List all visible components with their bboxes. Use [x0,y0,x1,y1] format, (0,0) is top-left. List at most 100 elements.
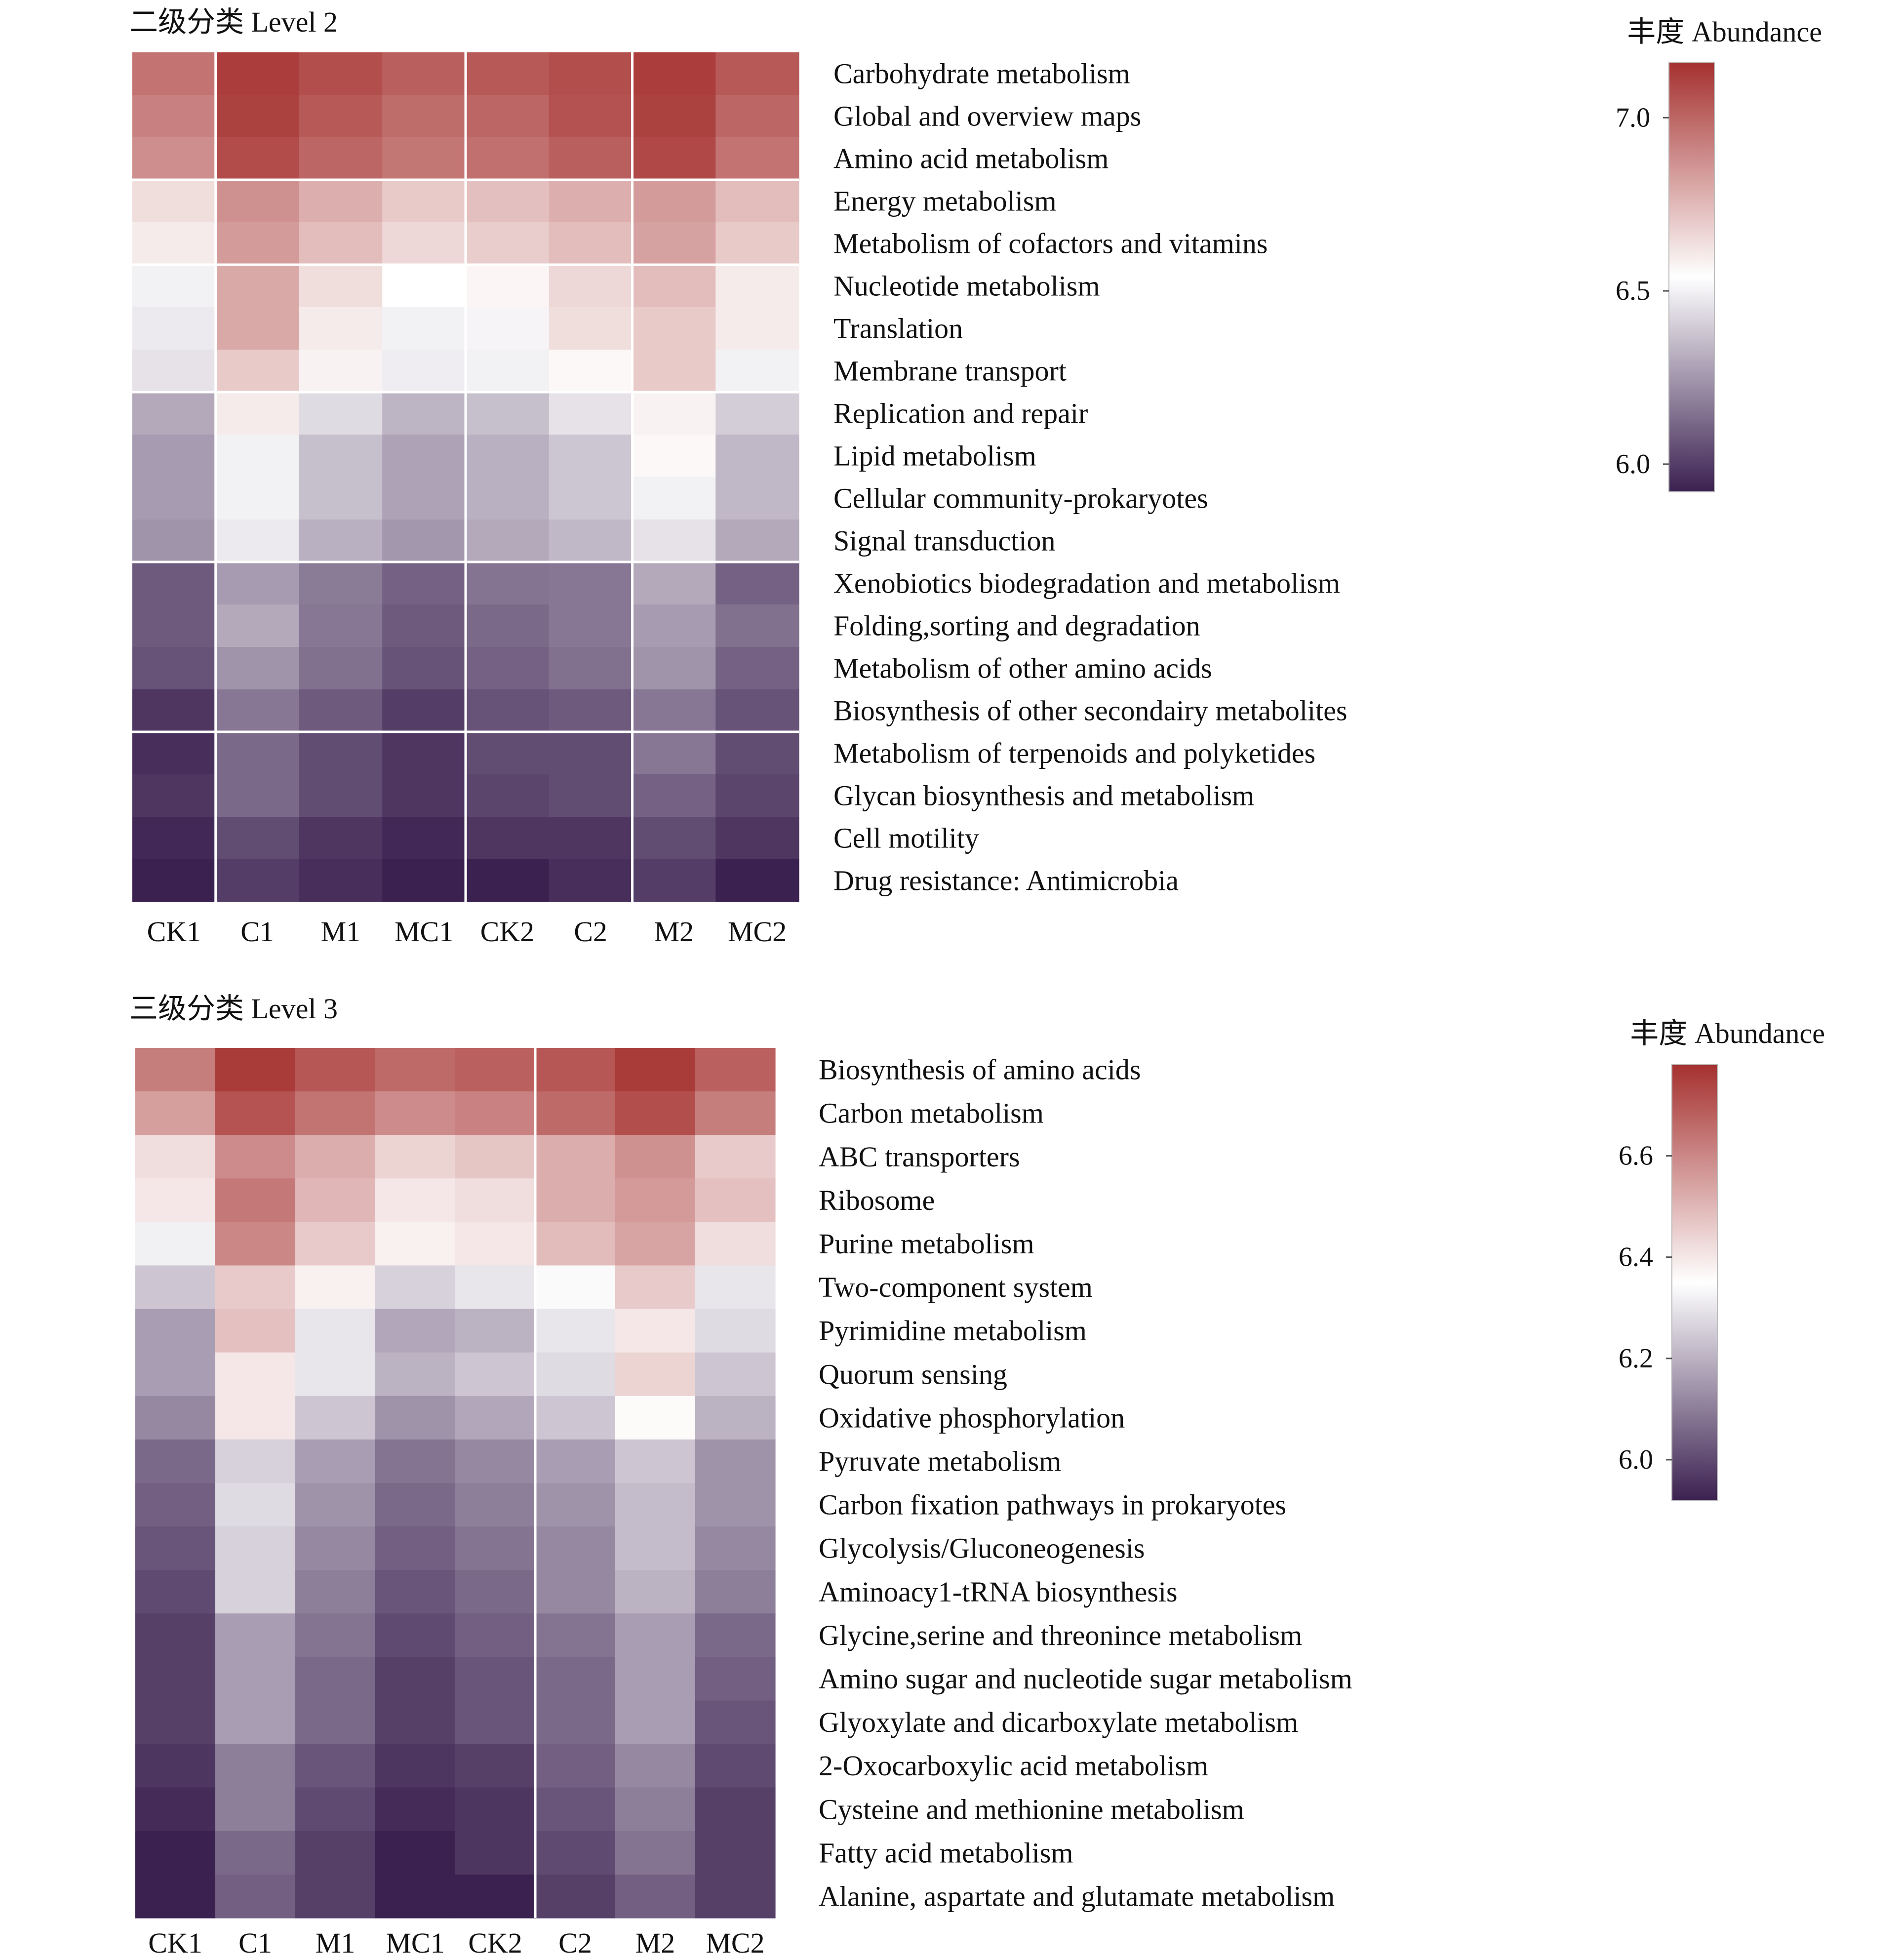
heatmap-cell [215,1396,296,1440]
heatmap-cell [455,1352,536,1397]
heatmap-cell [382,817,466,860]
heatmap-cell [295,1526,376,1570]
column-label: M1 [321,916,361,948]
heatmap-cell [455,1048,536,1092]
heatmap-cell [215,1091,296,1135]
heatmap-cell [299,137,383,180]
cluster-separators [132,52,799,902]
heatmap-cell [715,265,799,308]
heatmap-cell [295,1483,376,1527]
heatmap-cell [466,520,550,562]
heatmap-cell [549,477,633,520]
heatmap-cell [375,1483,456,1527]
heatmap-cell [382,604,466,647]
row-label: Biosynthesis of other secondairy metabol… [833,695,1347,727]
heatmap-cell [382,435,466,478]
heatmap-cell [375,1178,456,1222]
level2-heatmap-panel: 二级分类 Level 2 Carbohydrate metabolism Glob… [129,6,1822,948]
heatmap-cell [615,1352,696,1397]
heatmap-cell [299,265,383,308]
heatmap-cell [715,350,799,393]
heatmap-cell [695,1048,776,1092]
heatmap-cell [715,774,799,817]
row-label: Amino sugar and nucleotide sugar metabol… [819,1663,1352,1695]
heatmap-cell [135,1396,216,1440]
row-label: Glycolysis/Gluconeogenesis [819,1532,1145,1564]
heatmap-cell [295,1048,376,1092]
heatmap-cell [295,1309,376,1353]
heatmap-cell [299,562,383,605]
heatmap-cell [135,1700,216,1745]
column-label: C2 [558,1927,592,1959]
heatmap-cell [549,604,633,647]
heatmap-cell [615,1439,696,1483]
heatmap-cell [135,1526,216,1570]
colorbar-tick-label: 7.0 [1616,102,1650,133]
colorbar [1668,62,1715,492]
heatmap-cell [535,1439,616,1483]
heatmap-cell [715,562,799,605]
heatmap-cell [632,604,716,647]
heatmap-cell [215,137,300,180]
heatmap-cells [132,52,799,902]
heatmap-cell [615,1091,696,1135]
heatmap-cell [215,647,300,690]
heatmap-cell [215,52,300,95]
colorbar-tick-label: 6.2 [1619,1343,1653,1374]
heatmap-cell [215,732,300,775]
heatmap-cell [535,1613,616,1657]
heatmap-cell [215,1439,296,1483]
heatmap-cell [466,689,550,732]
heatmap-cell [215,1265,296,1310]
heatmap-cell [695,1439,776,1483]
heatmap-cell [295,1657,376,1701]
heatmap-cell [455,1613,536,1657]
heatmap-cell [299,392,383,435]
heatmap-cell [715,477,799,520]
heatmap-cell [375,1309,456,1353]
heatmap-cell [132,562,216,605]
heatmap-cell [632,350,716,393]
heatmap-cell [466,732,550,775]
heatmap-cell [215,1874,296,1919]
heatmap-cell [695,1265,776,1310]
heatmap-cell [375,1613,456,1657]
heatmap-cell [615,1483,696,1527]
heatmap-cell [295,1222,376,1266]
heatmap-cell [715,647,799,690]
heatmap-cell [466,222,550,265]
heatmap-cell [455,1439,536,1483]
heatmap-cell [615,1744,696,1788]
heatmap-cell [466,817,550,860]
heatmap-cell [455,1222,536,1266]
heatmap-cell [382,859,466,902]
row-label: Two-component system [819,1271,1093,1303]
heatmap-cell [382,307,466,350]
heatmap-cell [535,1787,616,1832]
heatmap-cell [632,137,716,180]
heatmap-cell [375,1657,456,1701]
heatmap-cell [215,95,300,138]
heatmap-cell [375,1265,456,1310]
colorbar-tick-label: 6.6 [1619,1141,1653,1171]
row-labels: Carbohydrate metabolism Global and overvi… [833,58,1347,897]
heatmap-cell [135,1222,216,1266]
heatmap-cell [299,307,383,350]
heatmap-cell [375,1526,456,1570]
heatmap-cell [132,817,216,860]
heatmap-cell [466,435,550,478]
heatmap-cell [132,392,216,435]
column-label: M2 [635,1927,675,1959]
column-label: CK2 [480,916,535,948]
heatmap-cell [299,604,383,647]
column-labels: CK1 C1 M1 MC1 CK2 C2 M2 MC2 [147,916,787,948]
heatmap-cell [135,1787,216,1832]
heatmap-cell [455,1657,536,1701]
heatmap-cell [455,1526,536,1570]
heatmap-cell [535,1526,616,1570]
heatmap-cell [632,180,716,223]
row-label: Metabolism of other amino acids [833,652,1212,684]
heatmap-cell [632,647,716,690]
level3-heatmap-panel: 三级分类 Level 3 Biosynthesis of amino acids… [129,993,1825,1959]
heatmap-cell [295,1831,376,1875]
